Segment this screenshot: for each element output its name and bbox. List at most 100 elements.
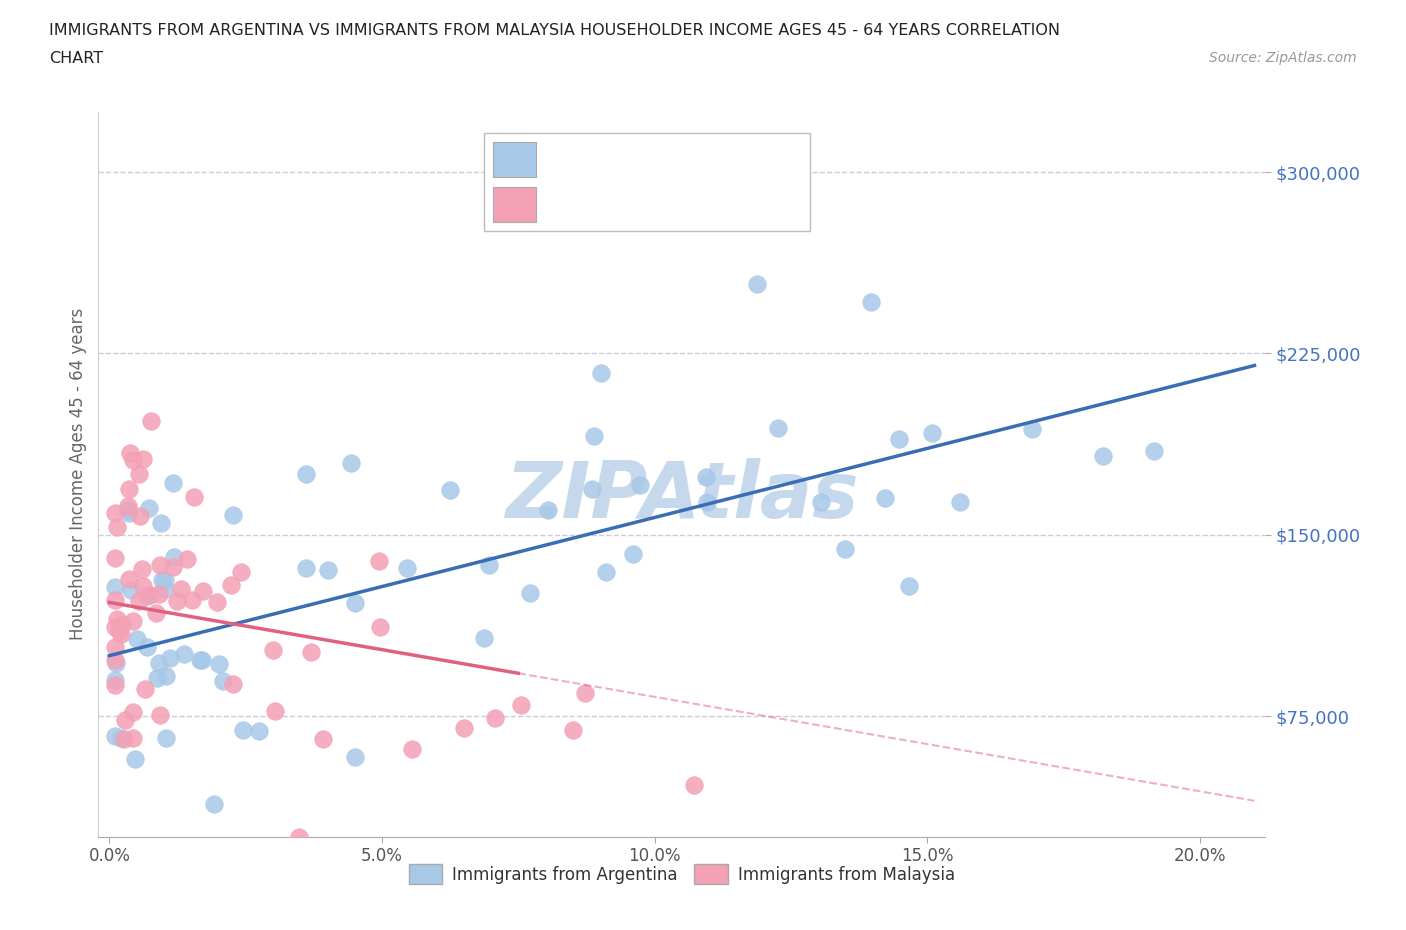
Point (628, 478, 651, 493)
Point (117, 503, 139, 518)
Point (208, 657, 231, 671)
Point (118, 505, 141, 520)
Y-axis label: Householder Income Ages 45 - 64 years: Householder Income Ages 45 - 64 years (69, 308, 87, 641)
Point (294, 561, 316, 576)
Point (136, 588, 159, 603)
Point (249, 724, 271, 738)
Point (921, 425, 943, 440)
Point (166, 593, 188, 608)
Point (104, 506, 127, 521)
Point (128, 466, 150, 481)
Point (105, 520, 128, 535)
Point (204, 797, 226, 812)
Point (510, 698, 533, 712)
Point (104, 672, 127, 687)
Point (343, 750, 366, 764)
Point (162, 476, 184, 491)
Point (118, 572, 141, 587)
Point (860, 295, 883, 310)
Point (1091, 449, 1114, 464)
Point (582, 429, 605, 444)
Point (766, 420, 789, 435)
Point (104, 653, 127, 668)
Point (135, 640, 157, 655)
Point (132, 578, 155, 593)
Point (139, 587, 162, 602)
Point (591, 365, 613, 380)
Point (148, 656, 170, 671)
Point (519, 585, 541, 600)
Point (536, 503, 558, 518)
Point (299, 644, 322, 659)
Point (396, 561, 419, 576)
Point (401, 741, 423, 756)
Point (159, 651, 181, 666)
Point (111, 617, 134, 631)
Point (222, 507, 245, 522)
Point (683, 777, 706, 792)
Point (340, 456, 363, 471)
Point (122, 705, 145, 720)
Point (104, 640, 127, 655)
Point (155, 730, 177, 745)
Point (104, 677, 127, 692)
Point (367, 554, 389, 569)
Point (108, 624, 131, 639)
Point (368, 619, 391, 634)
Point (120, 582, 142, 597)
Point (104, 619, 127, 634)
Point (1021, 421, 1043, 436)
Point (205, 594, 228, 609)
Point (810, 495, 832, 510)
Point (138, 500, 160, 515)
Point (316, 563, 339, 578)
Point (312, 732, 335, 747)
Point (155, 669, 177, 684)
Point (262, 643, 284, 658)
Point (229, 565, 252, 580)
Point (104, 579, 127, 594)
Point (104, 551, 127, 565)
Point (104, 592, 127, 607)
Point (149, 558, 172, 573)
Point (898, 578, 921, 593)
Point (127, 631, 149, 646)
Point (128, 593, 150, 608)
Point (222, 677, 245, 692)
Point (288, 830, 311, 844)
Point (155, 582, 177, 597)
Point (343, 595, 366, 610)
Point (128, 509, 150, 524)
Point (695, 470, 717, 485)
Point (173, 647, 195, 662)
Point (562, 723, 585, 737)
Point (472, 631, 495, 646)
Point (163, 550, 186, 565)
Point (183, 490, 205, 505)
Point (181, 592, 204, 607)
Point (887, 432, 910, 446)
Point (153, 573, 176, 588)
Text: IMMIGRANTS FROM ARGENTINA VS IMMIGRANTS FROM MALAYSIA HOUSEHOLDER INCOME AGES 45: IMMIGRANTS FROM ARGENTINA VS IMMIGRANTS … (49, 23, 1060, 38)
Point (145, 606, 167, 621)
Point (1143, 443, 1166, 458)
Point (170, 581, 193, 596)
Text: CHART: CHART (49, 51, 103, 66)
Point (295, 466, 318, 481)
Point (191, 584, 214, 599)
Point (117, 498, 139, 513)
Point (104, 728, 127, 743)
Point (162, 559, 184, 574)
Legend: Immigrants from Argentina, Immigrants from Malaysia: Immigrants from Argentina, Immigrants fr… (402, 857, 962, 890)
Point (152, 573, 174, 588)
Point (949, 495, 972, 510)
Point (149, 708, 172, 723)
Point (120, 445, 142, 460)
Point (212, 673, 235, 688)
Point (104, 656, 127, 671)
Point (114, 712, 136, 727)
Point (141, 413, 163, 428)
Point (875, 491, 897, 506)
Point (112, 732, 135, 747)
Point (478, 557, 501, 572)
